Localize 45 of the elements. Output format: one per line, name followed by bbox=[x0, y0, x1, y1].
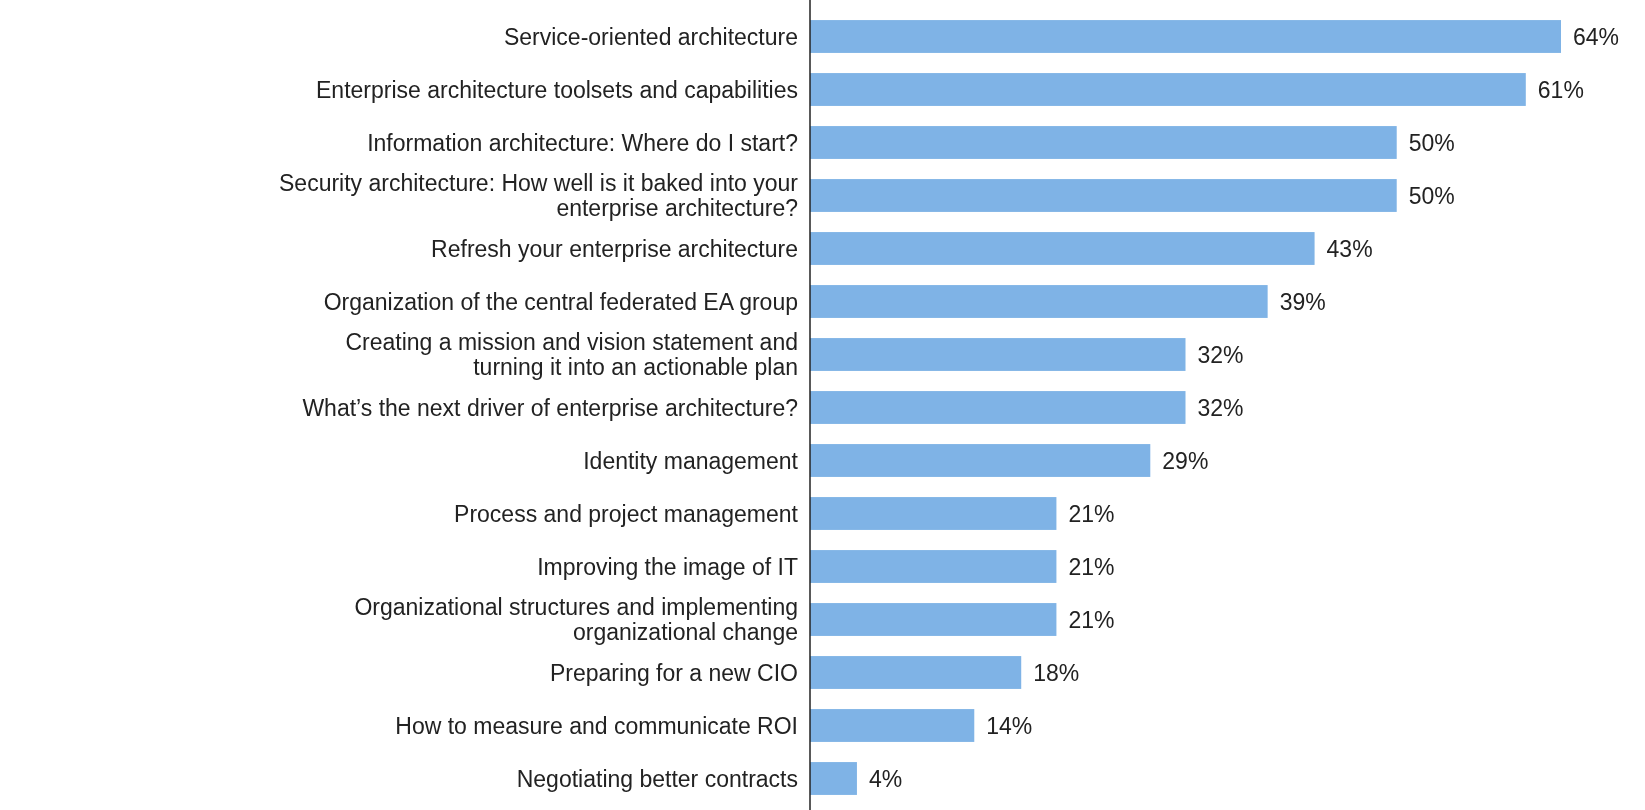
bar bbox=[810, 656, 1022, 689]
bar bbox=[810, 285, 1268, 318]
y-tick-label: Refresh your enterprise architecture bbox=[431, 235, 798, 262]
data-label: 18% bbox=[1033, 659, 1080, 686]
y-tick-label: Negotiating better contracts bbox=[516, 765, 798, 792]
bar bbox=[810, 550, 1057, 583]
y-tick-label: Information architecture: Where do I start? bbox=[367, 129, 798, 156]
y-tick-label: Service-oriented architecture bbox=[503, 23, 798, 50]
bar bbox=[810, 20, 1561, 53]
bar bbox=[810, 73, 1526, 106]
bar bbox=[810, 497, 1057, 530]
y-tick-label: Identity management bbox=[583, 447, 799, 474]
bar bbox=[810, 179, 1397, 212]
bar bbox=[810, 762, 857, 795]
data-label: 50% bbox=[1408, 129, 1455, 156]
bar bbox=[810, 338, 1186, 371]
data-label: 43% bbox=[1326, 235, 1373, 262]
y-tick-label: Enterprise architecture toolsets and capabilities bbox=[316, 76, 798, 103]
data-label: 50% bbox=[1408, 182, 1455, 209]
y-tick-label: Improving the image of IT bbox=[537, 553, 798, 580]
data-label: 64% bbox=[1573, 23, 1620, 50]
y-tick-label: Organization of the central federated EA group bbox=[323, 288, 798, 315]
bar bbox=[810, 391, 1186, 424]
data-label: 61% bbox=[1537, 76, 1584, 103]
data-label: 39% bbox=[1279, 288, 1326, 315]
y-tick-label: Process and project management bbox=[454, 500, 799, 527]
data-label: 21% bbox=[1068, 553, 1115, 580]
bar bbox=[810, 232, 1315, 265]
y-tick-label: Creating a mission and vision statement and turning it into an actionable plan bbox=[345, 329, 798, 381]
y-tick-label: How to measure and communicate ROI bbox=[395, 712, 798, 739]
data-label: 14% bbox=[986, 712, 1033, 739]
data-label: 32% bbox=[1197, 394, 1244, 421]
y-tick-label: Preparing for a new CIO bbox=[549, 659, 798, 686]
bar bbox=[810, 126, 1397, 159]
data-label: 4% bbox=[868, 765, 903, 792]
y-tick-label: What’s the next driver of enterprise architecture? bbox=[302, 394, 798, 421]
bar bbox=[810, 603, 1057, 636]
bar bbox=[810, 709, 975, 742]
bar bbox=[810, 444, 1151, 477]
data-label: 29% bbox=[1162, 447, 1209, 474]
data-label: 21% bbox=[1068, 606, 1115, 633]
data-label: 32% bbox=[1197, 341, 1244, 368]
y-tick-label: Security architecture: How well is it baked into your enterprise architecture? bbox=[279, 170, 799, 222]
data-label: 21% bbox=[1068, 500, 1115, 527]
y-tick-label: Organizational structures and implementing organizational change bbox=[354, 594, 798, 646]
